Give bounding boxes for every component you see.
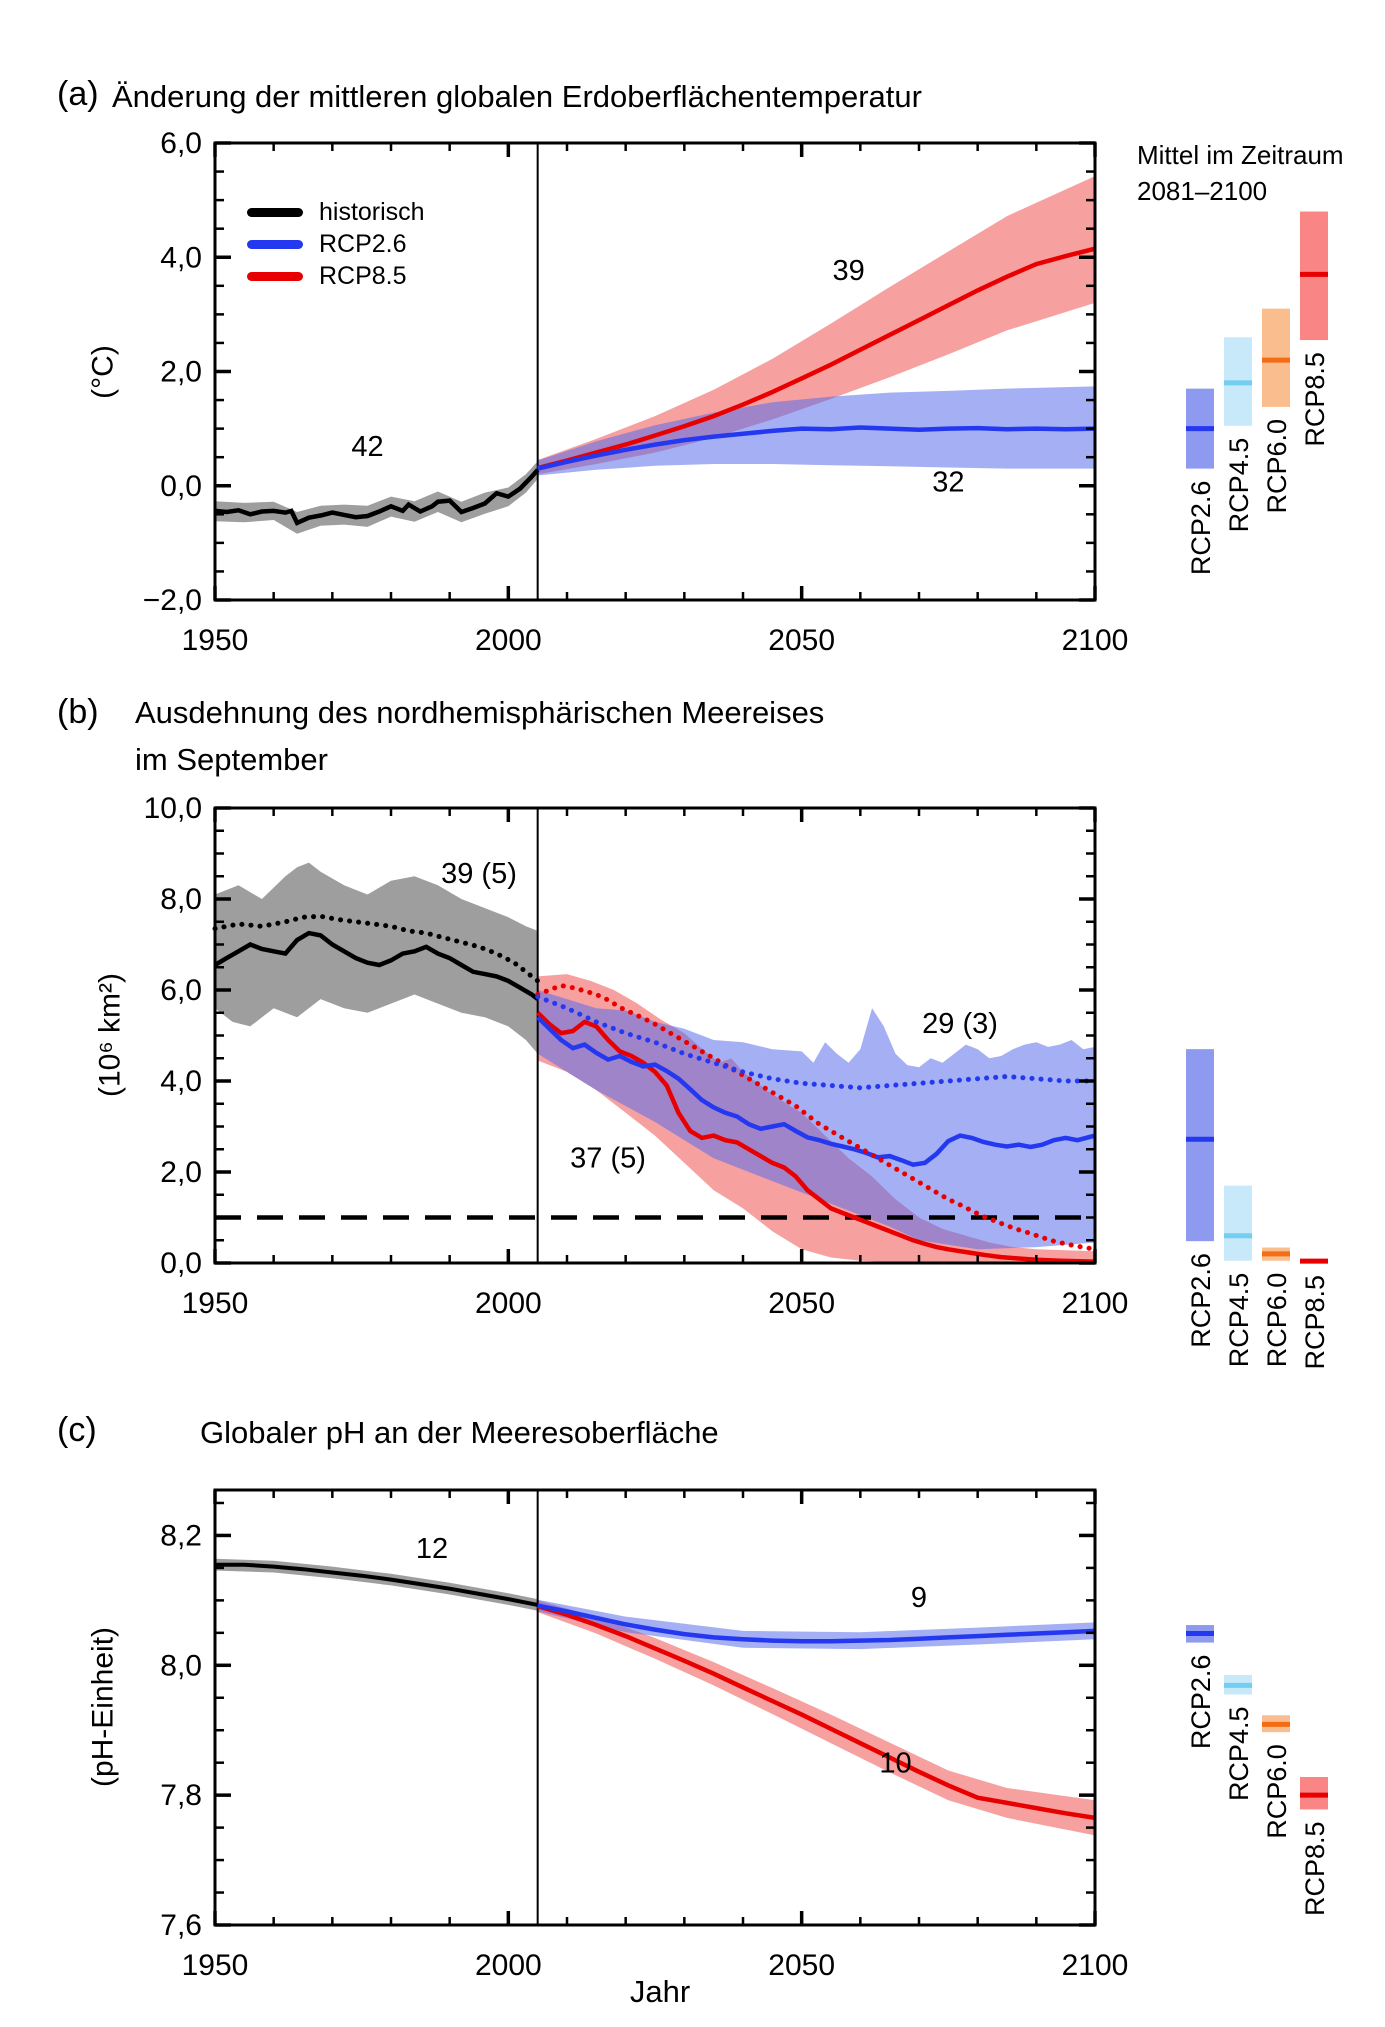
bar-label-rcp6-0: RCP6.0: [1262, 419, 1292, 514]
bar-label-rcp2-6: RCP2.6: [1186, 1253, 1216, 1348]
x-tick-label: 1950: [182, 1287, 249, 1320]
bar-label-rcp4-5: RCP4.5: [1224, 438, 1254, 533]
y-tick-label: 6,0: [160, 127, 202, 160]
panel-c-letter: (c): [57, 1411, 97, 1449]
y-tick-label: 0,0: [160, 470, 202, 503]
range-bar-rcp4-5: [1224, 1185, 1252, 1261]
band-historisch: [215, 862, 538, 1054]
bar-label-rcp4-5: RCP4.5: [1224, 1273, 1254, 1368]
panel-a-title: Änderung der mittleren globalen Erdoberf…: [112, 79, 922, 114]
x-tick-label: 2000: [475, 1287, 542, 1320]
annotation-9: 9: [911, 1582, 927, 1614]
line-historisch: [215, 1562, 539, 1607]
bar-label-rcp8-5: RCP8.5: [1300, 1275, 1330, 1370]
mean-period-label-line1: Mittel im Zeitraum: [1137, 140, 1344, 170]
band-rcp2-6: [537, 990, 1095, 1250]
y-tick-label: 6,0: [160, 974, 202, 1007]
legend-label: RCP2.6: [319, 229, 407, 258]
annotation-32: 32: [932, 466, 964, 498]
panel-b-title-line1: Ausdehnung des nordhemisphärischen Meere…: [135, 695, 825, 730]
x-tick-label: 2050: [768, 624, 835, 657]
panel-a-plot: 1950 2000 2050 2100 6,0 4,0 2,0 0,0 −2,0 42 39 32 RC…: [143, 127, 1330, 657]
y-tick-label: 8,0: [160, 883, 202, 916]
y-tick-label: 4,0: [160, 241, 202, 274]
plot-frame: [213, 1488, 1097, 1927]
y-tick-label: 0,0: [160, 1247, 202, 1280]
annotation-10: 10: [879, 1747, 911, 1779]
annotation-12: 12: [416, 1533, 448, 1565]
legend: historisch RCP2.6 RCP8.5: [247, 196, 425, 292]
y-tick-label: 10,0: [144, 792, 202, 825]
line-historisch: [214, 468, 540, 526]
panel-b-letter: (b): [57, 693, 99, 731]
bar-label-rcp6-0: RCP6.0: [1262, 1744, 1292, 1839]
line-rcp2-6: [537, 1603, 1096, 1644]
y-tick-label: 7,8: [160, 1779, 202, 1812]
line-rcp2-6: [536, 1015, 1096, 1168]
panel-c-yaxis-label: (pH-Einheit): [86, 1626, 120, 1788]
legend-swatch-rcp2-6: [247, 239, 303, 249]
bar-label-rcp6-0: RCP6.0: [1262, 1273, 1292, 1368]
y-tick-label: −2,0: [143, 584, 202, 617]
legend-label: historisch: [319, 197, 425, 226]
line-historisch-teilmenge: [212, 913, 541, 984]
annotation-39: 39: [832, 255, 864, 287]
line-rcp8-5: [537, 1604, 1096, 1821]
range-bar-rcp2-6: [1186, 1049, 1214, 1242]
y-tick-label: 2,0: [160, 356, 202, 389]
x-tick-label: 1950: [182, 1949, 249, 1982]
line-rcp8-5: [536, 1011, 1096, 1264]
x-tick-label: 2100: [1062, 624, 1129, 657]
line-rcp8-5: [537, 246, 1096, 471]
y-tick-label: 4,0: [160, 1065, 202, 1098]
band-rcp8-5: [537, 176, 1095, 475]
line-rcp8-5-teilmenge: [535, 982, 1098, 1252]
bar-label-rcp8-5: RCP8.5: [1300, 1821, 1330, 1916]
panel-a-letter: (a): [57, 75, 99, 113]
y-tick-label: 7,6: [160, 1909, 202, 1942]
legend-swatch-historisch: [247, 207, 303, 217]
annotation-37-5-: 37 (5): [570, 1142, 646, 1174]
x-tick-label: 2050: [768, 1949, 835, 1982]
panel-a-yaxis-label: (°C): [86, 345, 120, 399]
bar-label-rcp4-5: RCP4.5: [1224, 1707, 1254, 1802]
x-tick-label: 1950: [182, 624, 249, 657]
xaxis-label-jahr: Jahr: [629, 1974, 691, 2009]
panel-b-title-line2: im September: [135, 742, 328, 777]
line-historisch: [213, 930, 540, 1001]
mean-period-label-line2: 2081–2100: [1137, 176, 1268, 206]
annotation-39-5-: 39 (5): [441, 858, 517, 890]
legend-item: RCP8.5: [247, 260, 425, 292]
legend-label: RCP8.5: [319, 261, 407, 290]
legend-item: RCP2.6: [247, 228, 425, 260]
y-tick-label: 8,0: [160, 1649, 202, 1682]
band-historisch: [215, 1558, 538, 1611]
x-tick-label: 2100: [1062, 1287, 1129, 1320]
x-tick-label: 2100: [1062, 1949, 1129, 1982]
panel-c-plot: 1950 2000 2050 2100 8,2 8,0 7,8 7,6 12 9 10 RCP2.6 R…: [160, 1488, 1330, 1982]
x-tick-label: 2000: [475, 624, 542, 657]
bar-label-rcp2-6: RCP2.6: [1186, 1655, 1216, 1750]
y-tick-label: 8,2: [160, 1519, 202, 1552]
line-rcp2-6-teilmenge: [535, 994, 1098, 1091]
panel-b-yaxis-label: (10⁶ km²): [93, 972, 127, 1098]
x-tick-label: 2000: [475, 1949, 542, 1982]
annotation-42: 42: [351, 431, 383, 463]
bar-label-rcp8-5: RCP8.5: [1300, 352, 1330, 447]
y-tick-label: 2,0: [160, 1156, 202, 1189]
legend-swatch-rcp8-5: [247, 271, 303, 281]
line-rcp2-6: [537, 425, 1096, 471]
x-tick-label: 2050: [768, 1287, 835, 1320]
legend-item: historisch: [247, 196, 425, 228]
bar-label-rcp2-6: RCP2.6: [1186, 481, 1216, 576]
panel-b-plot: 1950 2000 2050 2100 10,0 8,0 6,0 4,0 2,0 0,0 39 (5…: [144, 792, 1330, 1370]
panel-c-title: Globaler pH an der Meeresoberfläche: [200, 1415, 719, 1450]
annotation-29-3-: 29 (3): [922, 1008, 998, 1040]
